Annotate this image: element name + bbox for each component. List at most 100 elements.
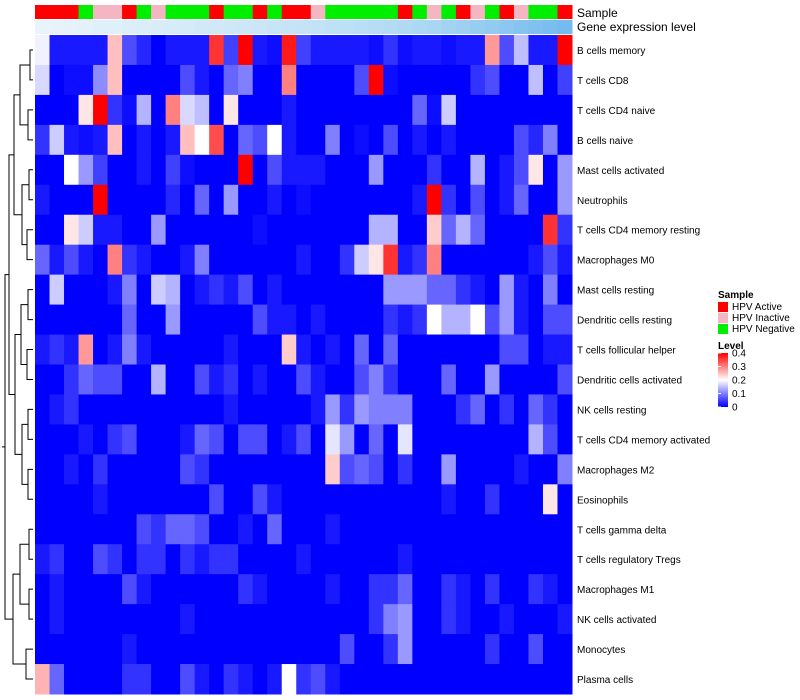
heatmap-cell <box>528 94 544 126</box>
heatmap-cell <box>180 124 196 156</box>
heatmap-cell <box>484 634 500 665</box>
heatmap-cell <box>136 514 152 545</box>
heatmap-cell <box>412 454 428 485</box>
row-label: Dendritic cells resting <box>577 316 672 327</box>
heatmap-cell <box>383 634 399 665</box>
heatmap-cell <box>499 634 515 665</box>
sample-legend-swatch <box>718 302 728 312</box>
heatmap-cell <box>354 424 370 455</box>
heatmap-cell <box>441 544 457 575</box>
expression-cell <box>325 20 341 34</box>
heatmap-cell <box>35 604 51 635</box>
heatmap-cell <box>165 544 181 575</box>
heatmap-cell <box>223 184 239 216</box>
heatmap-cell <box>528 574 544 605</box>
heatmap-cell <box>412 94 428 126</box>
heatmap-cell <box>223 274 239 306</box>
heatmap-cell <box>354 94 370 126</box>
heatmap-cell <box>180 35 196 66</box>
heatmap-cell <box>238 364 254 395</box>
heatmap-cell <box>238 64 254 96</box>
heatmap-cell <box>542 574 558 605</box>
heatmap-cell <box>78 214 94 246</box>
heatmap-cell <box>281 184 297 216</box>
heatmap-cell <box>354 664 370 695</box>
heatmap-cell <box>310 64 326 96</box>
heatmap-cell <box>513 154 529 186</box>
heatmap-cell <box>310 514 326 545</box>
heatmap-cell <box>528 484 544 515</box>
heatmap-cell <box>339 574 355 605</box>
heatmap-cell <box>368 94 384 126</box>
heatmap-cell <box>180 664 196 695</box>
heatmap-cell <box>528 394 544 425</box>
heatmap-cell <box>354 514 370 545</box>
heatmap-cell <box>49 394 65 425</box>
heatmap-cell <box>165 394 181 425</box>
heatmap-cell <box>542 35 558 66</box>
heatmap-cell <box>194 604 210 635</box>
sample-cell <box>426 5 442 19</box>
level-colorbar <box>718 353 728 407</box>
sample-cell <box>441 5 457 19</box>
expression-cell <box>557 20 573 34</box>
heatmap-cell <box>238 424 254 455</box>
heatmap-cell <box>557 514 573 545</box>
heatmap-cell <box>107 244 123 276</box>
heatmap-cell <box>296 514 312 545</box>
heatmap-cell <box>412 364 428 395</box>
heatmap-cell <box>542 154 558 186</box>
heatmap-cell <box>426 634 442 665</box>
heatmap-cell <box>93 664 109 695</box>
sample-cell <box>397 5 413 19</box>
row-labels: B cells memory T cells CD8 T cells CD4 nai… <box>577 46 710 686</box>
heatmap-cell <box>180 334 196 365</box>
heatmap-cell <box>368 35 384 66</box>
heatmap-cell <box>339 454 355 485</box>
expression-cell <box>426 20 442 34</box>
heatmap-cell <box>528 214 544 246</box>
heatmap-cell <box>151 574 167 605</box>
heatmap-cell <box>557 64 573 96</box>
expression-cell <box>383 20 399 34</box>
heatmap-cell <box>557 394 573 425</box>
heatmap-cell <box>35 664 51 695</box>
heatmap-cell <box>455 304 471 336</box>
heatmap-cell <box>49 544 65 575</box>
heatmap-cell <box>151 304 167 336</box>
heatmap-cell <box>180 454 196 485</box>
heatmap-cell <box>252 394 268 425</box>
heatmap-cell <box>310 154 326 186</box>
heatmap-cell <box>267 304 283 336</box>
expression-cell <box>339 20 355 34</box>
heatmap-cell <box>542 184 558 216</box>
heatmap-cell <box>209 214 225 246</box>
heatmap-cell <box>557 664 573 695</box>
heatmap-cell <box>557 454 573 485</box>
heatmap-cell <box>151 35 167 66</box>
heatmap-cell <box>484 544 500 575</box>
heatmap-cell <box>180 604 196 635</box>
heatmap-cell <box>281 484 297 515</box>
heatmap-cell <box>107 634 123 665</box>
heatmap-cell <box>107 514 123 545</box>
heatmap-cell <box>107 664 123 695</box>
heatmap-cell <box>397 574 413 605</box>
heatmap-cell <box>426 574 442 605</box>
heatmap-cell <box>252 304 268 336</box>
gene-expression-annotation-track <box>35 20 573 34</box>
heatmap-cell <box>180 514 196 545</box>
heatmap-cell <box>339 304 355 336</box>
heatmap-cell <box>281 604 297 635</box>
heatmap-cell <box>296 604 312 635</box>
heatmap-cell <box>122 184 138 216</box>
heatmap-cell <box>151 514 167 545</box>
level-legend-tick: 0.3 <box>732 362 746 373</box>
heatmap-cell <box>528 424 544 455</box>
heatmap-cell <box>426 124 442 156</box>
heatmap-cell <box>499 574 515 605</box>
heatmap-cell <box>209 35 225 66</box>
heatmap-cell <box>194 574 210 605</box>
heatmap-cell <box>441 124 457 156</box>
sample-cell <box>209 5 225 19</box>
